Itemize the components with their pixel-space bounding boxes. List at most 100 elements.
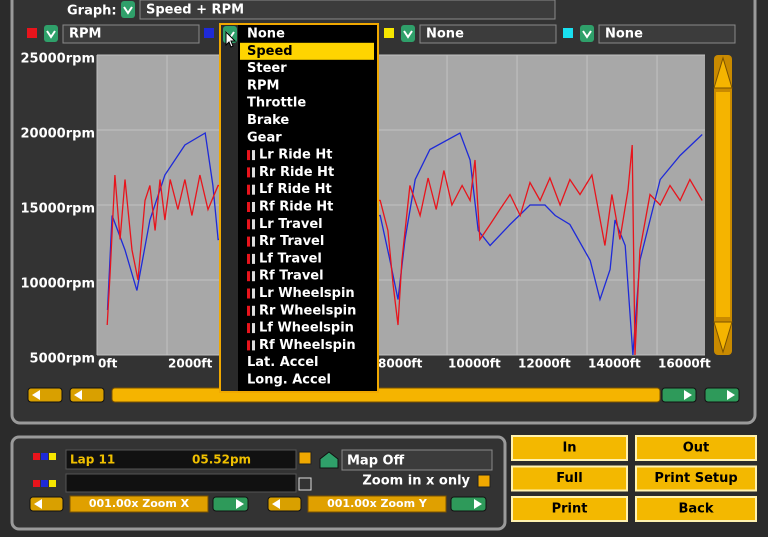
dropdown-item[interactable]: Long. Accel xyxy=(247,373,331,388)
sensor-icon xyxy=(247,253,250,264)
color-square xyxy=(33,480,40,487)
scroll-button[interactable] xyxy=(704,387,740,403)
dropdown-item[interactable]: Lr Travel xyxy=(259,217,323,232)
x-tick-label: 14000ft xyxy=(588,357,641,371)
dropdown-highlight xyxy=(240,42,374,60)
lap-box[interactable] xyxy=(65,449,297,470)
dropdown-item[interactable]: Lf Travel xyxy=(259,251,322,266)
color-square xyxy=(49,480,56,487)
v-scroll-down[interactable] xyxy=(713,321,733,354)
dropdown-item[interactable]: Gear xyxy=(247,130,282,145)
checkbox[interactable] xyxy=(298,451,312,465)
color-square xyxy=(41,453,48,460)
sensor-icon xyxy=(247,219,250,230)
v-scroll-up[interactable] xyxy=(713,56,733,89)
color-square xyxy=(41,480,48,487)
scroll-button[interactable] xyxy=(27,387,63,403)
button[interactable] xyxy=(635,465,757,492)
h-scroll-thumb[interactable] xyxy=(111,387,661,403)
channel-select[interactable] xyxy=(62,24,200,44)
data-line xyxy=(106,144,703,356)
sensor-icon xyxy=(247,271,250,282)
checkbox[interactable] xyxy=(298,477,312,491)
channel-select[interactable] xyxy=(419,24,557,44)
dropdown-item[interactable]: Brake xyxy=(247,113,289,128)
checkbox[interactable] xyxy=(477,474,491,488)
sensor-icon xyxy=(252,184,255,195)
dropdown-item[interactable]: Rr Ride Ht xyxy=(259,165,334,180)
zoom-value: 001.00x Zoom Y xyxy=(327,497,428,510)
v-scroll-thumb[interactable] xyxy=(716,92,730,317)
sensor-icon xyxy=(247,323,250,334)
icon-mark xyxy=(46,30,56,39)
map-icon[interactable] xyxy=(319,451,339,469)
zoom-in-button[interactable] xyxy=(450,496,487,512)
button[interactable] xyxy=(511,435,628,461)
channel-icon[interactable] xyxy=(580,25,594,42)
y-tick-label: 5000rpm xyxy=(30,352,95,367)
zoom-out-button[interactable] xyxy=(29,496,64,512)
dropdown-item[interactable]: Lat. Accel xyxy=(247,355,318,370)
zoom-in-button[interactable] xyxy=(212,496,249,512)
map-box[interactable] xyxy=(341,449,493,471)
button-label: Out xyxy=(683,441,710,456)
button-label: Print Setup xyxy=(654,471,737,486)
dropdown-item[interactable]: Lf Wheelspin xyxy=(259,321,354,336)
channel-color xyxy=(27,28,37,38)
dropdown-item[interactable]: Throttle xyxy=(247,96,306,111)
lap-box[interactable] xyxy=(65,473,297,493)
button[interactable] xyxy=(635,435,757,461)
sensor-icon xyxy=(247,202,250,212)
sensor-icon xyxy=(252,323,255,334)
button[interactable] xyxy=(635,496,757,522)
scroll-button[interactable] xyxy=(661,387,697,403)
y-tick-label: 25000rpm xyxy=(21,52,96,67)
zoom-box xyxy=(69,495,209,513)
channel-icon[interactable] xyxy=(44,25,58,42)
zoom-out-button[interactable] xyxy=(267,496,302,512)
arrow xyxy=(34,499,42,509)
arrow xyxy=(236,499,244,509)
sensor-icon xyxy=(252,167,255,178)
lap-time: 05.52pm xyxy=(192,453,251,467)
zoom-box xyxy=(307,495,447,513)
dropdown-item[interactable]: None xyxy=(247,27,285,42)
button-label: Print xyxy=(552,502,588,517)
dropdown-item[interactable]: RPM xyxy=(247,78,279,93)
dropdown-item[interactable]: Lr Wheelspin xyxy=(259,286,355,301)
channel-icon[interactable] xyxy=(401,25,415,42)
graph-icon[interactable] xyxy=(121,1,135,18)
dropdown-item[interactable]: Speed xyxy=(247,44,293,59)
sensor-icon xyxy=(252,288,255,299)
graph-label: Graph: xyxy=(67,4,117,19)
scroll-arrow xyxy=(74,390,82,400)
dropdown-item[interactable]: Rf Travel xyxy=(259,269,324,284)
zoom-value: 001.00x Zoom X xyxy=(89,497,190,510)
icon xyxy=(121,1,135,18)
dropdown-item[interactable]: Rr Travel xyxy=(259,234,324,249)
graph-select[interactable] xyxy=(139,0,556,20)
dropdown-item[interactable]: Lr Ride Ht xyxy=(259,148,332,163)
dropdown xyxy=(219,23,379,393)
channel-select[interactable] xyxy=(598,24,736,44)
graph-value: Speed + RPM xyxy=(146,3,244,18)
scroll-arrow xyxy=(684,390,692,400)
dropdown-item[interactable]: Lf Ride Ht xyxy=(259,182,332,197)
button[interactable] xyxy=(511,465,628,492)
scroll-button[interactable] xyxy=(69,387,105,403)
dropdown-item[interactable]: Rr Wheelspin xyxy=(259,303,356,318)
x-tick-label: 12000ft xyxy=(518,357,571,371)
sensor-icon xyxy=(252,150,255,161)
color-square xyxy=(49,453,56,460)
sensor-icon xyxy=(252,340,255,351)
dropdown-item[interactable]: Steer xyxy=(247,61,287,76)
dropdown-item[interactable]: Rf Ride Ht xyxy=(259,200,333,215)
scroll-arrow xyxy=(32,390,40,400)
sensor-icon xyxy=(252,253,255,264)
channel-value: None xyxy=(605,27,643,42)
sensor-icon xyxy=(252,219,255,230)
button-label: Back xyxy=(678,502,713,517)
dropdown-item[interactable]: Rf Wheelspin xyxy=(259,338,356,353)
channel-color xyxy=(204,28,214,38)
button[interactable] xyxy=(511,496,628,522)
